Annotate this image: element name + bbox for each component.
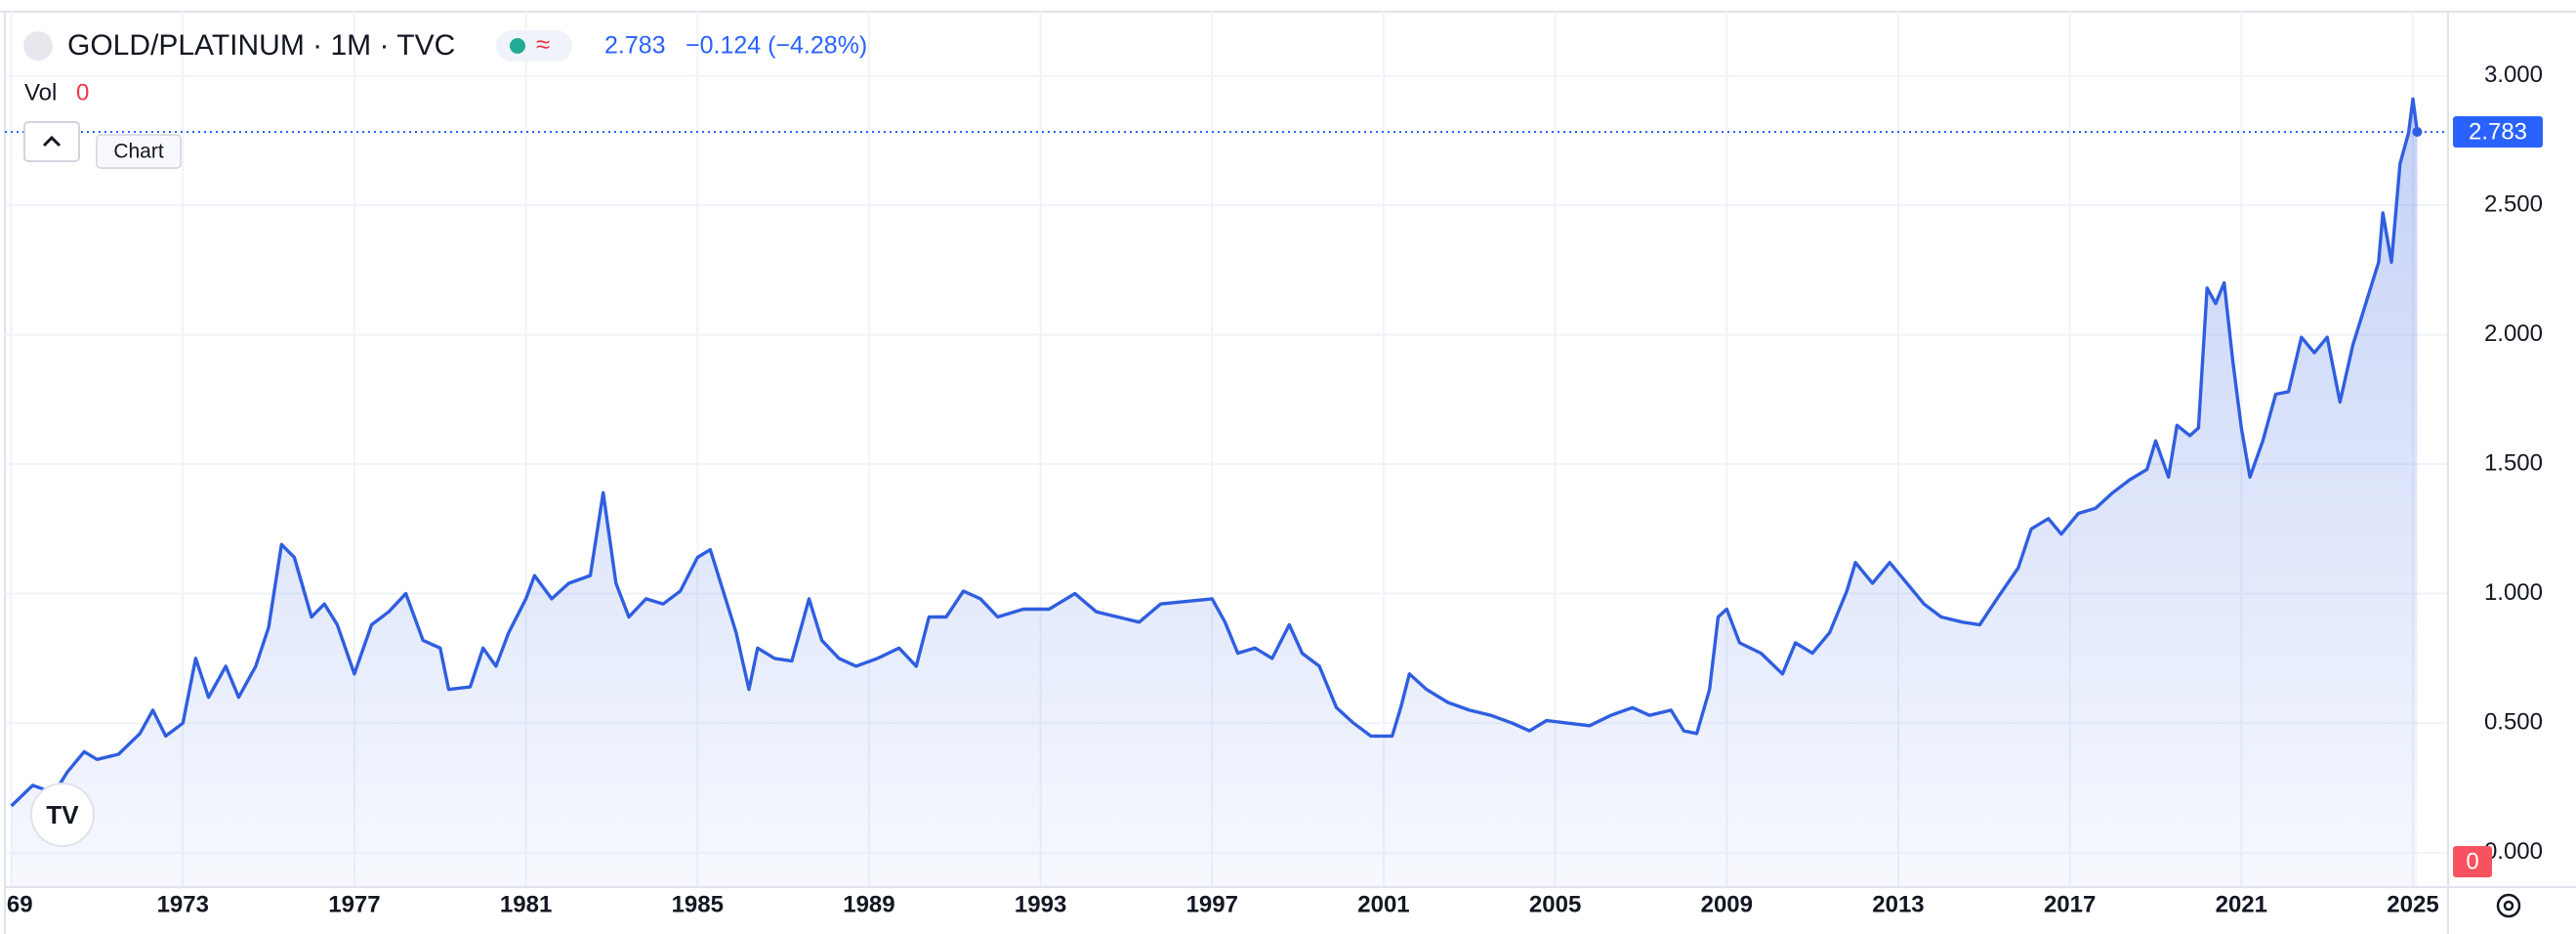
y-tick-label: 2.500	[2484, 191, 2543, 217]
market-status	[510, 38, 525, 54]
x-tick-label: 69	[7, 891, 33, 917]
x-tick-label: 1989	[843, 891, 894, 917]
x-tick-label: 2005	[1529, 891, 1581, 917]
y-tick-label: 0.000	[2484, 838, 2543, 865]
y-tick-label: 0.500	[2484, 709, 2543, 736]
symbol-title[interactable]: GOLD/PLATINUM · 1M · TVC	[67, 29, 455, 62]
tv-logo[interactable]	[30, 783, 95, 847]
tooltip-box	[96, 134, 182, 169]
collapse-icon	[42, 135, 62, 148]
symbol-logo	[23, 31, 53, 61]
last-price-label: 2.783	[2469, 118, 2527, 145]
x-tick-label: 2001	[1357, 891, 1409, 917]
x-tick-label: 2013	[1872, 891, 1924, 917]
tooltip: Chart	[113, 141, 164, 163]
x-tick-label: 1977	[328, 891, 380, 917]
last-point	[2412, 126, 2423, 137]
last-price-badge	[2453, 115, 2543, 148]
x-tick-label: 2017	[2044, 891, 2096, 917]
volume-badge-label: 0	[2466, 848, 2478, 874]
y-tick-label: 1.000	[2484, 579, 2543, 606]
x-tick-label: 1985	[672, 891, 724, 917]
tv-logo-mark: TV	[46, 800, 79, 829]
x-tick-label: 2021	[2216, 891, 2267, 917]
x-tick-label: 1993	[1015, 891, 1066, 917]
x-tick-label: 1973	[157, 891, 209, 917]
last-price: 2.783	[604, 32, 666, 60]
area	[11, 99, 2418, 888]
volume-value: 0	[76, 79, 89, 106]
status-pill[interactable]	[496, 30, 572, 62]
collapse-button[interactable]	[23, 121, 80, 162]
settings-icon[interactable]	[2496, 893, 2521, 918]
x-tick-label: 1981	[500, 891, 552, 917]
price-change: −0.124 (−4.28%)	[686, 32, 867, 60]
x-tick-label: 1997	[1186, 891, 1238, 917]
delayed-icon: ≈	[536, 29, 550, 59]
x-tick-label: 2025	[2387, 891, 2438, 917]
y-tick-label: 2.000	[2484, 320, 2543, 347]
axes: 0.000 0.500 1.000 1.500 2.000 2.500 3.000 69 197…	[7, 62, 2543, 917]
line	[10, 97, 2420, 808]
settings-icon-center	[2503, 900, 2514, 912]
y-tick-label: 3.000	[2484, 62, 2543, 88]
x-tick-label: 2009	[1701, 891, 1753, 917]
plot	[5, 97, 2448, 888]
volume-badge	[2453, 846, 2492, 877]
y-tick-label: 1.500	[2484, 449, 2543, 476]
volume-label: Vol	[24, 79, 57, 106]
